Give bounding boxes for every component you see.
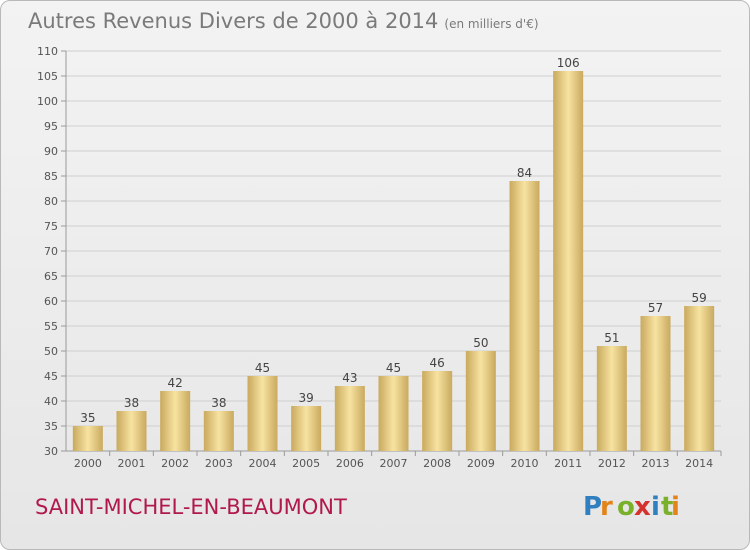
- y-tick-label: 100: [37, 95, 58, 108]
- y-tick-label: 45: [44, 370, 58, 383]
- bar-2006: [334, 386, 365, 451]
- x-tick-label: 2003: [205, 457, 233, 470]
- y-tick-label: 35: [44, 420, 58, 433]
- y-tick-label: 105: [37, 70, 58, 83]
- y-tick-label: 40: [44, 395, 58, 408]
- data-label-2014: 59: [692, 291, 707, 305]
- x-tick-label: 2007: [380, 457, 408, 470]
- x-tick-label: 2006: [336, 457, 364, 470]
- bar-2008: [422, 371, 453, 451]
- x-tick-label: 2013: [642, 457, 670, 470]
- bar-2013: [640, 316, 671, 451]
- bar-2011: [553, 71, 584, 451]
- x-tick-label: 2009: [467, 457, 495, 470]
- x-tick-label: 2012: [598, 457, 626, 470]
- bar-chart: 30 35 40 45 50 55 60 65 70 75 80 85 90 95 100 105 110 200…: [37, 45, 722, 470]
- bar-2014: [684, 306, 715, 451]
- y-tick-label: 30: [44, 445, 58, 458]
- bar-2004: [247, 376, 278, 451]
- data-label-2010: 84: [517, 166, 532, 180]
- y-tick-label: 70: [44, 245, 58, 258]
- bar-2002: [160, 391, 191, 451]
- y-tick-label: 90: [44, 145, 58, 158]
- x-tick-label: 2005: [292, 457, 320, 470]
- data-label-2011: 106: [557, 56, 580, 70]
- bar-2003: [203, 411, 234, 451]
- data-label-2006: 43: [342, 371, 357, 385]
- y-tick-label: 65: [44, 270, 58, 283]
- data-label-2001: 38: [124, 396, 139, 410]
- x-tick-label: 2008: [423, 457, 451, 470]
- x-tick-label: 2014: [685, 457, 713, 470]
- y-tick-label: 55: [44, 320, 58, 333]
- data-label-2000: 35: [80, 411, 95, 425]
- data-label-2005: 39: [299, 391, 314, 405]
- data-label-2012: 51: [604, 331, 619, 345]
- x-tick-label: 2000: [74, 457, 102, 470]
- data-label-2013: 57: [648, 301, 663, 315]
- data-label-2003: 38: [211, 396, 226, 410]
- bar-2001: [116, 411, 147, 451]
- logo-letter: t: [661, 492, 673, 521]
- chart-title-text: Autres Revenus Divers de 2000 à 2014: [28, 9, 439, 33]
- y-tick-label: 60: [44, 295, 58, 308]
- x-tick-label: 2011: [554, 457, 582, 470]
- y-tick-label: 50: [44, 345, 58, 358]
- chart-subtitle: (en milliers d'€): [444, 17, 539, 31]
- logo-letter: i: [671, 492, 680, 521]
- y-tick-label: 85: [44, 170, 58, 183]
- x-tick-label: 2010: [511, 457, 539, 470]
- bar-2000: [72, 426, 103, 451]
- x-tick-label: 2001: [118, 457, 146, 470]
- logo-letter: P: [583, 492, 602, 521]
- x-tick-label: 2004: [249, 457, 277, 470]
- data-label-2008: 46: [430, 356, 445, 370]
- data-label-2004: 45: [255, 361, 270, 375]
- logo-letter: r: [600, 492, 613, 521]
- y-tick-label: 110: [37, 45, 58, 58]
- bar-2007: [378, 376, 409, 451]
- logo-letter: i: [651, 492, 660, 521]
- x-tick-label: 2002: [161, 457, 189, 470]
- data-label-2009: 50: [473, 336, 488, 350]
- y-tick-label: 95: [44, 120, 58, 133]
- bar-2005: [291, 406, 322, 451]
- bars: [72, 71, 715, 451]
- bar-2010: [509, 181, 540, 451]
- logo-letter: x: [634, 492, 651, 521]
- proxiti-logo: Pr o x i ti: [583, 492, 680, 521]
- data-label-2007: 45: [386, 361, 401, 375]
- chart-title: Autres Revenus Divers de 2000 à 2014 (en …: [28, 9, 539, 33]
- y-tick-label: 75: [44, 220, 58, 233]
- bar-2012: [596, 346, 627, 451]
- bar-2009: [465, 351, 496, 451]
- data-label-2002: 42: [168, 376, 183, 390]
- data-labels: 35 38 42 38 45 39 43 45 46 50 84 106 51 57 59: [80, 56, 707, 425]
- logo-letter: o: [617, 492, 635, 521]
- y-tick-label: 80: [44, 195, 58, 208]
- commune-name: SAINT-MICHEL-EN-BEAUMONT: [35, 495, 347, 519]
